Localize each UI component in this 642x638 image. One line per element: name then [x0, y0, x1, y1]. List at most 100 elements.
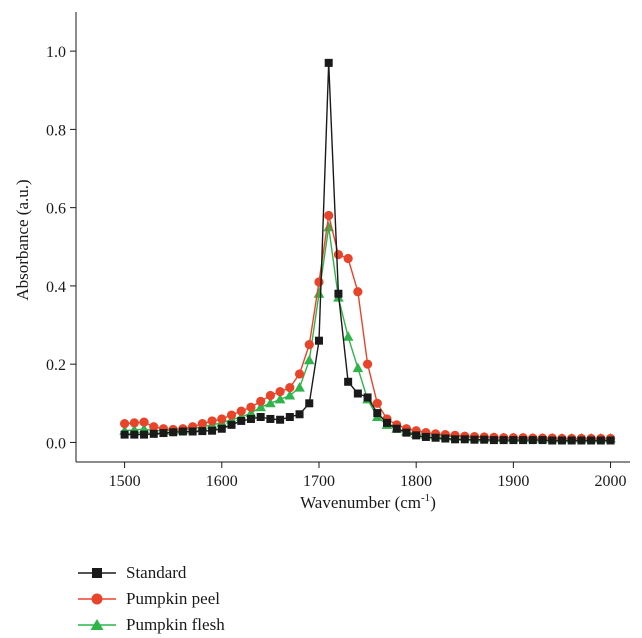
standard-data-point: [237, 416, 246, 425]
x-tick-label: 1900: [497, 473, 529, 490]
standard-data-point: [587, 436, 596, 445]
standard-data-point: [276, 415, 285, 424]
standard-data-point: [256, 413, 265, 421]
standard-data-point: [324, 58, 333, 67]
y-tick-label: 1.0: [46, 44, 66, 61]
standard-data-point: [159, 429, 168, 438]
legend-item-pumpkin-flesh: Pumpkin flesh: [78, 612, 225, 638]
standard-data-point: [178, 427, 187, 436]
standard-data-point: [392, 424, 401, 433]
legend-label-standard: Standard: [126, 563, 187, 582]
pumpkin-peel-data-point: [294, 369, 305, 379]
standard-line: [124, 62, 611, 442]
absorbance-chart: 0.0 0.2 0.4 0.6 0.8 1.0 1500 1600 1700 1800 1900 2…: [13, 12, 630, 512]
pumpkin-peel-data-point: [256, 396, 266, 406]
standard-data-point: [120, 430, 129, 439]
pumpkin-peel-data-point: [207, 416, 217, 426]
standard-data-point: [577, 436, 586, 445]
standard-data-point: [509, 436, 518, 445]
standard-data-point: [431, 433, 440, 442]
legend-label-pumpkin-flesh: Pumpkin flesh: [126, 615, 225, 634]
pumpkin-peel-data-point: [236, 406, 246, 416]
standard-legend-marker: [78, 568, 116, 578]
standard-data-point: [130, 430, 139, 439]
pumpkin-peel-data-point: [246, 402, 256, 412]
x-axis-label-superscript: -1: [421, 492, 430, 504]
standard-data-point: [470, 435, 479, 444]
pumpkin-flesh-data-point: [313, 288, 325, 298]
legend-item-standard: Standard: [78, 560, 225, 586]
pumpkin-flesh-data-point: [255, 401, 266, 412]
standard-data-point: [169, 428, 178, 437]
pumpkin-flesh-legend-marker: [78, 619, 116, 630]
standard-data-point: [295, 410, 304, 419]
pumpkin-peel-data-point: [333, 250, 344, 260]
standard-data-point: [227, 420, 236, 429]
standard-data-point: [499, 436, 508, 445]
pumpkin-peel-data-point: [265, 390, 275, 401]
legend-item-pumpkin-peel: Pumpkin peel: [78, 586, 225, 612]
y-tick-label: 0.0: [46, 435, 66, 452]
standard-data-point: [538, 436, 547, 445]
pumpkin-peel-data-point: [372, 398, 382, 408]
y-tick-label: 0.6: [46, 201, 66, 218]
standard-data-point: [567, 436, 576, 445]
standard-data-point: [519, 436, 528, 445]
pumpkin-peel-line: [124, 214, 611, 440]
pumpkin-peel-data-point: [149, 422, 159, 432]
standard-data-point: [149, 429, 158, 438]
standard-data-point: [344, 377, 353, 386]
pumpkin-flesh-data-point: [265, 397, 276, 408]
series-standard: [120, 58, 615, 445]
x-ticks: 1500 1600 1700 1800 1900 2000: [109, 462, 627, 490]
pumpkin-peel-data-point: [226, 410, 237, 420]
standard-data-point: [373, 409, 382, 418]
series-group: [119, 58, 616, 445]
pumpkin-peel-data-point: [217, 414, 227, 424]
pumpkin-peel-data-point: [324, 210, 334, 221]
y-tick-label: 0.8: [46, 122, 66, 139]
y-tick-label: 0.2: [46, 357, 66, 374]
standard-data-point: [140, 430, 149, 439]
standard-data-point: [606, 436, 615, 445]
pumpkin-peel-data-point: [314, 277, 324, 287]
pumpkin-flesh-data-point: [284, 389, 296, 400]
pumpkin-flesh-data-point: [342, 331, 354, 341]
standard-data-point: [285, 413, 294, 421]
standard-data-point: [334, 289, 343, 298]
standard-data-point: [412, 431, 421, 440]
pumpkin-peel-data-point: [119, 419, 130, 429]
pumpkin-peel-data-point: [197, 419, 207, 429]
standard-data-point: [198, 427, 207, 436]
standard-data-point: [266, 414, 275, 423]
pumpkin-flesh-data-point: [352, 362, 364, 373]
x-tick-label: 1800: [400, 473, 432, 490]
axes: [75, 12, 630, 463]
pumpkin-peel-data-point: [275, 386, 285, 397]
x-tick-label: 1700: [303, 473, 335, 490]
standard-data-point: [489, 436, 498, 445]
standard-data-point: [363, 393, 372, 402]
standard-data-point: [314, 336, 323, 345]
x-axis-label-main: Wavenumber (cm: [300, 493, 421, 512]
y-ticks: 0.0 0.2 0.4 0.6 0.8 1.0: [46, 44, 76, 452]
pumpkin-peel-data-point: [353, 287, 363, 297]
standard-data-point: [305, 399, 314, 408]
standard-data-point: [217, 424, 226, 433]
standard-data-point: [383, 418, 392, 427]
standard-data-point: [402, 428, 411, 437]
pumpkin-peel-data-point: [129, 418, 139, 428]
standard-data-point: [528, 436, 537, 445]
pumpkin-peel-data-point: [343, 253, 353, 264]
pumpkin-flesh-data-point: [303, 354, 315, 365]
x-tick-label: 1500: [109, 473, 141, 490]
standard-data-point: [208, 426, 217, 435]
standard-data-point: [548, 436, 557, 445]
standard-data-point: [353, 389, 362, 398]
x-tick-label: 1600: [206, 473, 238, 490]
standard-data-point: [451, 435, 460, 444]
pumpkin-flesh-data-point: [245, 407, 257, 418]
pumpkin-peel-data-point: [285, 383, 295, 393]
y-tick-label: 0.4: [46, 279, 66, 296]
x-axis-label-end: ): [430, 493, 436, 512]
